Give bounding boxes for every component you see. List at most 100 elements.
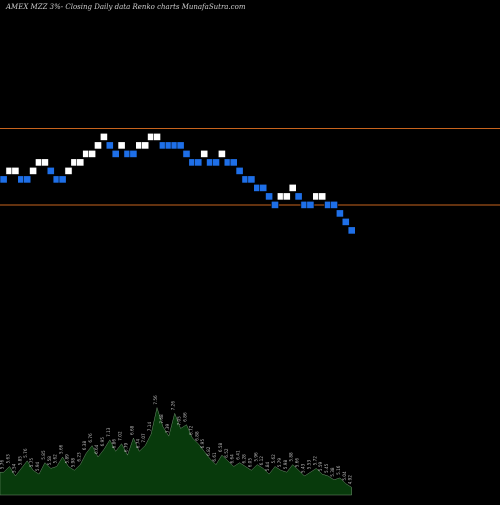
renko-brick — [11, 167, 20, 175]
volume-label: 6.95 — [100, 437, 105, 447]
volume-label: 6.64 — [230, 454, 235, 464]
renko-brick — [306, 201, 315, 209]
renko-brick — [46, 167, 55, 175]
volume-label: 7.13 — [106, 427, 111, 437]
volume-label: 5.75 — [29, 458, 34, 468]
volume-label: 6.38 — [82, 441, 87, 451]
volume-label: 6.28 — [242, 454, 247, 464]
volume-label: 6.79 — [124, 442, 129, 452]
renko-brick — [282, 192, 291, 201]
volume-label: 6.95 — [200, 439, 205, 449]
volume-label: 5.94 — [35, 461, 40, 471]
volume-label: 6.58 — [218, 442, 223, 452]
renko-brick — [94, 141, 102, 150]
volume-label: 6.88 — [194, 431, 199, 441]
renko-brick — [318, 192, 327, 201]
renko-brick — [141, 141, 150, 150]
volume-label: 5.85 — [41, 450, 46, 460]
volume-label: 5.16 — [336, 465, 341, 475]
renko-brick — [347, 226, 356, 235]
renko-brick — [247, 175, 256, 184]
renko-brick — [129, 150, 138, 158]
volume-label: 5.66 — [295, 458, 300, 468]
volume-label: 5.85 — [17, 456, 22, 466]
renko-brick — [200, 150, 209, 158]
volume-area-path — [0, 406, 352, 496]
volume-label: 5.72 — [312, 456, 317, 466]
volume-label: 6.64 — [94, 444, 99, 454]
renko-brick — [271, 201, 279, 209]
volume-label: 5.53 — [306, 460, 311, 470]
renko-brick — [111, 150, 120, 158]
renko-bricks — [0, 133, 356, 235]
volume-label: 6.86 — [183, 412, 188, 422]
volume-label: 5.76 — [0, 460, 5, 470]
volume-label: 4.92 — [348, 475, 353, 485]
volume-label: 6.41 — [236, 450, 241, 460]
renko-brick — [330, 201, 338, 209]
volume-label: 6.76 — [88, 433, 93, 443]
volume-label: 5.59 — [318, 461, 323, 471]
volume-label: 5.45 — [324, 463, 329, 473]
renko-brick — [40, 158, 49, 167]
renko-brick — [288, 184, 297, 192]
renko-brick — [88, 150, 96, 158]
volume-label: 5.76 — [23, 448, 28, 458]
volume-label: 6.82 — [206, 446, 211, 456]
volume-label: 5.79 — [277, 458, 282, 468]
volume-label: 6.61 — [212, 452, 217, 462]
volume-label: 7.14 — [147, 422, 152, 432]
renko-brick — [117, 141, 126, 150]
volume-label: 5.43 — [301, 463, 306, 473]
volume-label: 5.96 — [253, 452, 258, 462]
renko-brick — [259, 184, 268, 192]
renko-brick — [153, 133, 161, 141]
renko-brick — [194, 158, 203, 167]
volume-label: 6.86 — [112, 439, 117, 449]
volume-labels: 5.765.635.545.855.765.75 5.945.855.58 5.62… — [0, 395, 353, 484]
volume-label: 7.26 — [171, 401, 176, 411]
volume-label: 5.58 — [47, 456, 52, 466]
volume-label: 7.02 — [118, 431, 123, 441]
volume-label: 5.62 — [271, 454, 276, 464]
volume-label: 5.04 — [342, 471, 347, 481]
volume-label: 5.66 — [59, 444, 64, 454]
volume-label: 6.23 — [76, 452, 81, 462]
volume-label: 5.98 — [70, 458, 75, 468]
volume-label: 5.98 — [283, 460, 288, 470]
volume-label: 5.89 — [65, 454, 70, 464]
renko-brick — [265, 192, 273, 201]
renko-brick — [23, 175, 32, 184]
volume-label: 5.63 — [6, 454, 11, 464]
volume-label: 6.52 — [224, 448, 229, 458]
volume-label: 7.68 — [159, 414, 164, 424]
renko-brick — [235, 167, 244, 175]
renko-brick — [64, 167, 73, 175]
renko-brick — [0, 175, 8, 184]
renko-brick — [100, 133, 108, 141]
volume-label: 6.12 — [259, 456, 264, 466]
renko-brick — [176, 141, 185, 150]
chart-caption: AMEX MZZ 3%- Closing Daily data Renko ch… — [6, 3, 246, 11]
renko-brick — [58, 175, 67, 184]
volume-label: 5.54 — [11, 463, 16, 473]
renko-brick — [212, 158, 220, 167]
renko-brick — [182, 150, 191, 158]
renko-brick — [105, 141, 114, 150]
volume-label: 5.84 — [265, 461, 270, 471]
renko-brick — [229, 158, 238, 167]
volume-label: 6.68 — [129, 425, 134, 435]
renko-brick — [341, 218, 350, 226]
renko-brick — [335, 209, 344, 218]
volume-label: 6.74 — [135, 439, 140, 449]
volume-label: 5.88 — [289, 452, 294, 462]
level-lines — [0, 128, 500, 206]
volume-label: 7.05 — [177, 416, 182, 426]
volume-label: 7.07 — [141, 433, 146, 443]
volume-label: 7.56 — [153, 395, 158, 405]
volume-label: 5.38 — [330, 467, 335, 477]
volume-label: 6.05 — [247, 458, 252, 468]
renko-brick — [218, 150, 226, 158]
